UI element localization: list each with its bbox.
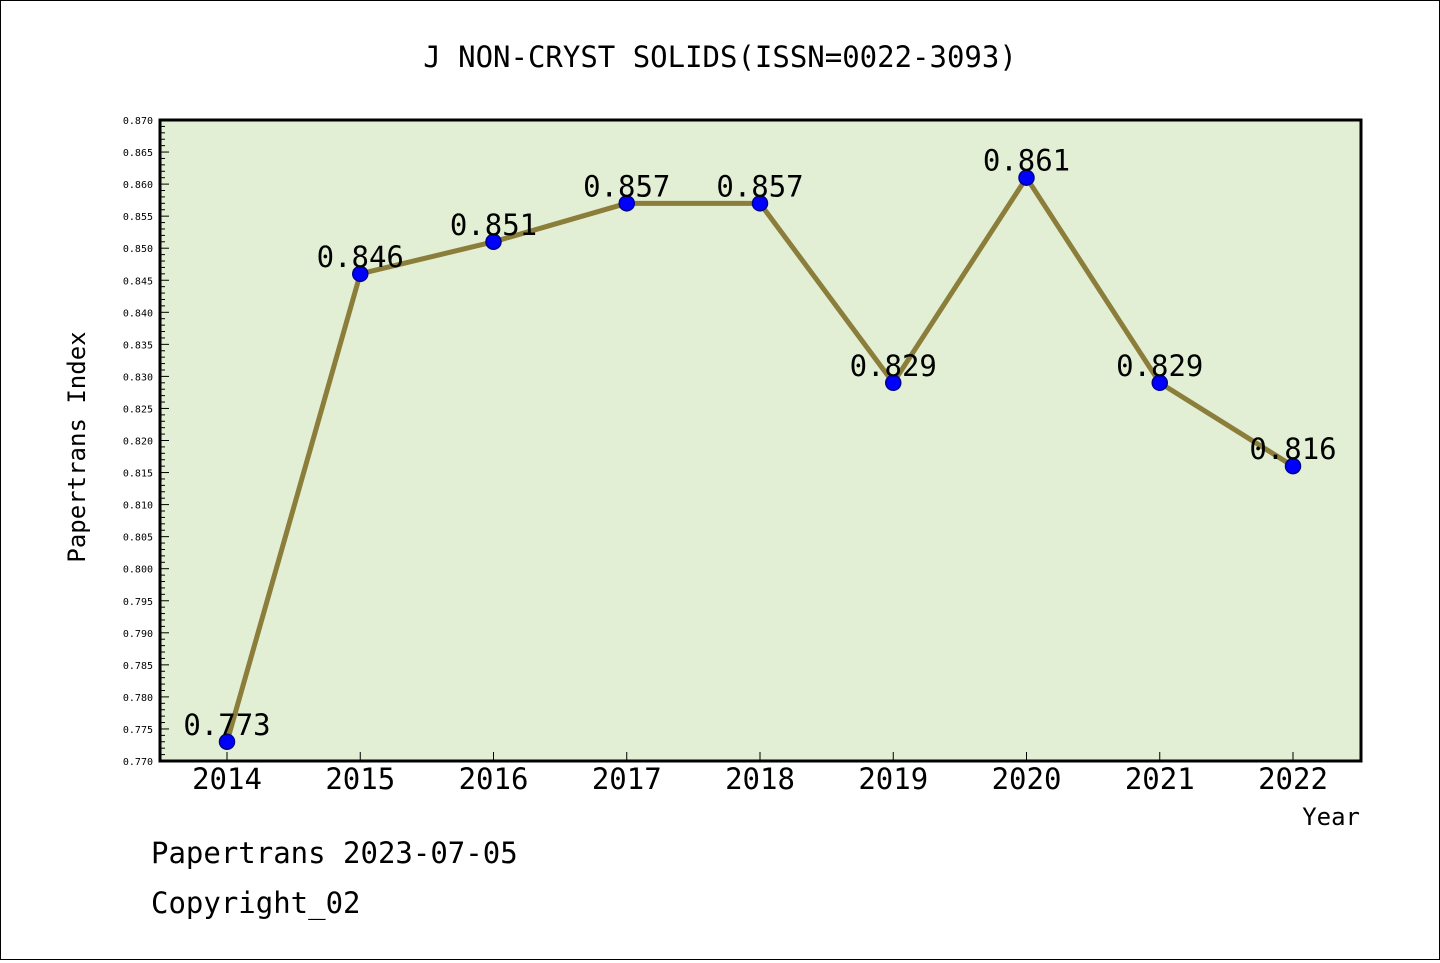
x-axis-ticks: 2014 2015 2016 2017 2018 2019 2020 2021 2022 [192, 752, 1328, 796]
data-point [485, 233, 502, 251]
plot-frame [158, 118, 1363, 763]
data-label: 0.816 [1249, 432, 1336, 466]
data-label: 0.846 [317, 240, 404, 274]
data-point [218, 733, 236, 751]
data-point [751, 195, 769, 212]
data-label: 0.829 [850, 349, 937, 383]
x-tick-label: 2016 [459, 762, 529, 796]
y-tick-label: 0.775 [123, 725, 153, 736]
y-tick-label: 0.825 [123, 404, 153, 415]
x-tick-label: 2022 [1258, 762, 1328, 796]
y-tick-label: 0.835 [123, 340, 153, 351]
x-tick-label: 2018 [725, 762, 795, 796]
data-label: 0.857 [716, 169, 803, 203]
data-label: 0.829 [1116, 349, 1203, 383]
data-series: 0.773 0.846 0.851 0.857 0.857 0.829 0.861 0.829… [183, 144, 1337, 751]
y-tick-label: 0.795 [123, 597, 153, 608]
x-axis-label: Year [1302, 803, 1360, 831]
data-point [352, 265, 369, 283]
chart-title: J NON-CRYST SOLIDS(ISSN=0022-3093) [423, 40, 1017, 74]
source-date-text: Papertrans 2023-07-05 [151, 836, 518, 870]
plot-area [160, 120, 1361, 761]
data-point [1018, 169, 1035, 186]
data-point [1151, 374, 1168, 392]
x-tick-label: 2019 [858, 762, 928, 796]
y-tick-label: 0.865 [123, 148, 153, 159]
copyright-text: Copyright_02 [151, 886, 361, 920]
y-tick-label: 0.830 [123, 372, 153, 383]
y-tick-label: 0.810 [123, 501, 153, 512]
y-tick-label: 0.780 [123, 693, 153, 704]
x-tick-label: 2015 [325, 762, 395, 796]
data-label: 0.861 [983, 144, 1070, 178]
x-tick-label: 2021 [1125, 762, 1195, 796]
y-tick-label: 0.845 [123, 276, 153, 287]
y-tick-label: 0.770 [123, 757, 153, 768]
y-tick-label: 0.850 [123, 244, 153, 255]
data-label: 0.857 [583, 169, 670, 203]
y-axis-label: Papertrans Index [63, 331, 91, 562]
y-tick-label: 0.805 [123, 533, 153, 544]
y-tick-label: 0.840 [123, 308, 153, 319]
x-tick-label: 2017 [592, 762, 662, 796]
x-tick-label: 2014 [192, 762, 262, 796]
x-tick-label: 2020 [992, 762, 1062, 796]
y-tick-label: 0.815 [123, 469, 153, 480]
data-point [885, 374, 902, 392]
data-label: 0.773 [183, 708, 270, 742]
y-tick-label: 0.800 [123, 565, 153, 576]
y-tick-label: 0.870 [123, 116, 153, 127]
data-label: 0.851 [450, 208, 537, 242]
y-tick-label: 0.820 [123, 437, 153, 448]
y-tick-label: 0.855 [123, 212, 153, 223]
y-tick-label: 0.785 [123, 661, 153, 672]
data-point [1284, 457, 1302, 475]
y-tick-label: 0.790 [123, 629, 153, 640]
y-tick-label: 0.860 [123, 180, 153, 191]
data-point [618, 195, 635, 212]
